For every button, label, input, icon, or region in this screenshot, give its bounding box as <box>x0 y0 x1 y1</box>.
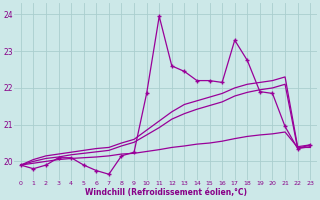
X-axis label: Windchill (Refroidissement éolien,°C): Windchill (Refroidissement éolien,°C) <box>84 188 246 197</box>
